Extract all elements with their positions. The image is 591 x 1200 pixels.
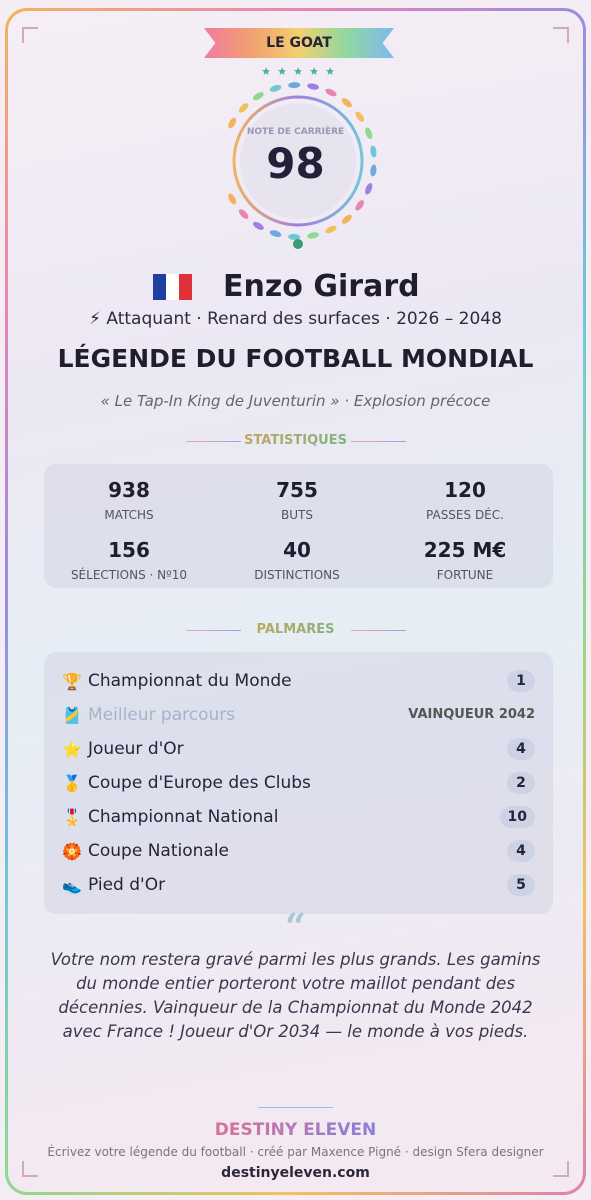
- card-frame: ★ ★ ★ ★ ★ LE GOAT NOTE DE CARRIÈRE 98 Enzo G…: [5, 8, 586, 1195]
- quote-text: Votre nom restera gravé parmi les plus g…: [50, 950, 541, 1041]
- stat-value: 120: [444, 478, 486, 502]
- svg-text:★: ★: [277, 65, 287, 78]
- flag: [153, 274, 192, 300]
- stat-label: PASSES DÉC.: [426, 508, 504, 522]
- stat-label: DISTINCTIONS: [254, 568, 340, 582]
- palmares-name: Coupe Nationale: [88, 841, 229, 861]
- subtitle: ⚡ Attaquant · Renard des surfaces · 2026…: [89, 309, 502, 329]
- stat: 156 SÉLECTIONS · Nº10: [44, 538, 214, 582]
- quote-mark: “: [285, 906, 306, 948]
- svg-text:★: ★: [309, 65, 319, 78]
- palmares-name: Championnat National: [88, 807, 279, 827]
- palmares-count: VAINQUEUR 2042: [408, 707, 535, 722]
- stat-label: SÉLECTIONS · Nº10: [70, 568, 188, 582]
- laurel-leaf: [269, 230, 282, 237]
- palmares-count: 2: [507, 772, 535, 794]
- palmares-row: 🥇 Coupe d'Europe des Clubs 2: [62, 769, 535, 797]
- stat-label: BUTS: [281, 508, 313, 522]
- palmares-count: 5: [507, 874, 535, 896]
- palmares-name: Meilleur parcours: [88, 705, 236, 725]
- laurel-leaf: [355, 111, 364, 122]
- laurel-leaf: [370, 145, 377, 158]
- palmares-count: 4: [507, 738, 535, 760]
- brand: DESTINY ELEVEN: [8, 1120, 583, 1140]
- stat: 120 PASSES DÉC.: [380, 478, 550, 522]
- palmares-icon: 🏆: [62, 671, 82, 691]
- rating-label: NOTE DE CARRIÈRE: [246, 127, 345, 137]
- tagline: « Le Tap-In King de Juventurin » · Explo…: [100, 392, 491, 410]
- palmares-icon: 🥇: [62, 773, 82, 793]
- palmares-count: 4: [507, 840, 535, 862]
- laurel-leaf: [288, 233, 301, 240]
- stat-value: 755: [276, 478, 318, 502]
- section-title: STATISTIQUES: [8, 433, 583, 448]
- stat: 40 DISTINCTIONS: [212, 538, 382, 582]
- laurel-leaf: [238, 209, 249, 219]
- palmares-row: 🎽 Meilleur parcours VAINQUEUR 2042: [62, 701, 535, 729]
- stat-value: 938: [108, 478, 150, 502]
- laurel-leaf: [365, 183, 373, 195]
- rating-value: 98: [266, 139, 325, 188]
- laurel-leaf: [355, 200, 364, 211]
- laurel-leaf: [370, 164, 377, 177]
- palmares-row: 🎖️ Championnat National 10: [62, 803, 535, 831]
- palmares-icon: 👟: [62, 875, 82, 895]
- laurel-leaf: [238, 103, 249, 113]
- svg-text:★: ★: [261, 65, 271, 78]
- svg-text:★: ★: [293, 65, 303, 78]
- stat: 225 M€ FORTUNE: [380, 538, 550, 582]
- laurel-leaf: [365, 127, 373, 139]
- palmares-name: Coupe d'Europe des Clubs: [88, 773, 311, 793]
- stats-box: 938 MATCHS 755 BUTS 120 PASSES DÉC. 156 SÉLECTI…: [44, 464, 553, 588]
- svg-text:★: ★: [325, 65, 335, 78]
- stat-value: 40: [283, 538, 311, 562]
- stat-value: 156: [108, 538, 150, 562]
- laurel-leaf: [341, 98, 352, 108]
- badge: LE GOAT: [204, 28, 394, 58]
- stat: 755 BUTS: [212, 478, 382, 522]
- palmares-icon: ⭐: [62, 739, 82, 759]
- divider: [186, 441, 241, 442]
- palmares-row: 🏆 Championnat du Monde 1: [62, 667, 535, 695]
- stat-value: 225 M€: [423, 538, 507, 562]
- laurel-leaf: [325, 225, 337, 234]
- palmares-icon: 🎽: [62, 705, 82, 725]
- decor: ★ ★ ★ ★ ★: [22, 27, 569, 1177]
- palmares-box: 🏆 Championnat du Monde 1 🎽 Meilleur parcours…: [44, 652, 553, 914]
- laurel-leaf: [269, 85, 282, 92]
- card: ★ ★ ★ ★ ★ LE GOAT NOTE DE CARRIÈRE 98 Enzo G…: [8, 11, 583, 1192]
- stat-label: MATCHS: [104, 508, 154, 522]
- divider: [186, 630, 241, 631]
- url[interactable]: destinyeleven.com: [221, 1165, 370, 1181]
- palmares-row: 🏵️ Coupe Nationale 4: [62, 837, 535, 865]
- laurel-leaf: [228, 117, 237, 129]
- section-title: PALMARÈS: [8, 622, 583, 637]
- stat: 938 MATCHS: [44, 478, 214, 522]
- stat-label: FORTUNE: [436, 568, 494, 582]
- palmares-count: 10: [499, 806, 535, 828]
- palmares-count: 1: [507, 670, 535, 692]
- laurel-leaf: [307, 232, 319, 239]
- palmares-row: ⭐ Joueur d'Or 4: [62, 735, 535, 763]
- credit: Écrivez votre légende du football · créé…: [47, 1145, 544, 1159]
- headline: LÉGENDE DU FOOTBALL MONDIAL: [57, 344, 534, 373]
- laurel-leaf: [325, 88, 337, 97]
- palmares-icon: 🎖️: [62, 807, 82, 827]
- palmares-icon: 🏵️: [62, 841, 82, 861]
- player-name: Enzo Girard: [223, 269, 420, 304]
- divider: [351, 441, 406, 442]
- laurel-leaf: [228, 193, 237, 205]
- laurel-leaf: [341, 214, 352, 224]
- palmares-name: Pied d'Or: [88, 875, 166, 895]
- laurel-leaf: [253, 92, 264, 101]
- laurel-leaf: [307, 83, 319, 90]
- divider: [351, 630, 406, 631]
- laurel-leaf: [253, 221, 264, 230]
- divider: [258, 1107, 333, 1108]
- laurel-leaf: [288, 82, 301, 89]
- palmares-row: 👟 Pied d'Or 5: [62, 871, 535, 899]
- palmares-name: Joueur d'Or: [88, 739, 184, 759]
- palmares-name: Championnat du Monde: [88, 671, 292, 691]
